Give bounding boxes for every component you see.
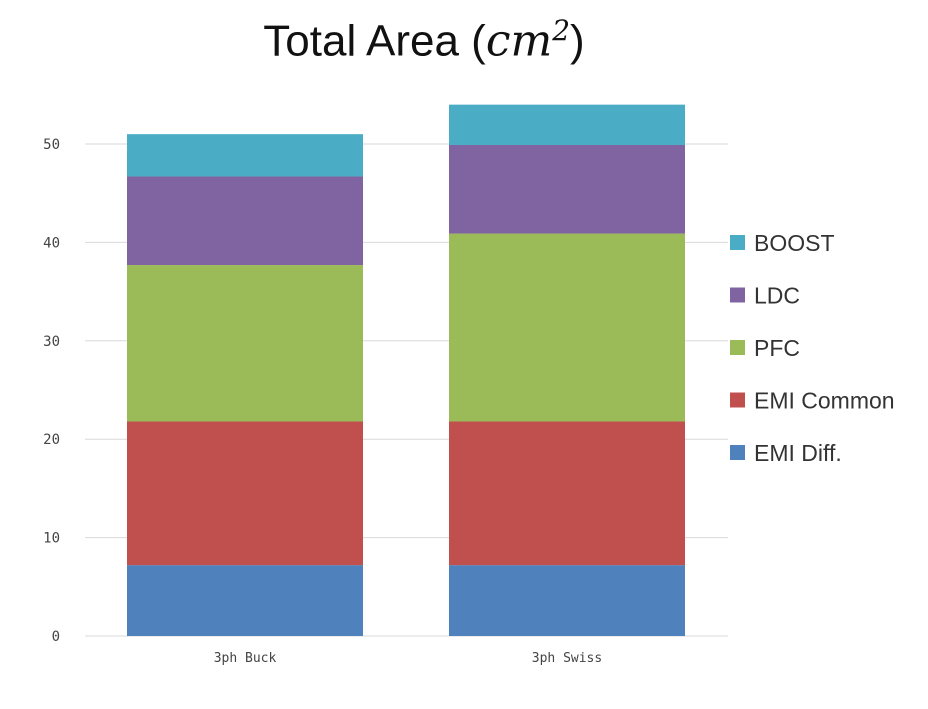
y-tick-label: 50 [43, 137, 60, 153]
bar-segment-emi-common [449, 421, 685, 566]
y-tick-label: 10 [43, 531, 60, 547]
legend-label: EMI Diff. [754, 440, 842, 466]
y-tick-label: 30 [43, 334, 60, 350]
axis-labels: 0 10 20 30 40 50 3ph Buck 3ph Swiss [43, 137, 602, 666]
x-category-label: 3ph Buck [214, 651, 277, 666]
legend-label: BOOST [754, 230, 835, 256]
x-category-label: 3ph Swiss [532, 651, 602, 666]
legend-label: EMI Common [754, 388, 895, 414]
legend-label: PFC [754, 335, 800, 361]
bar-segment-emi-diff [127, 565, 363, 636]
y-tick-label: 20 [43, 432, 60, 448]
chart-title-text: Total Area ( [263, 16, 486, 66]
bar-segment-emi-diff [449, 565, 685, 636]
legend: BOOST LDC PFC EMI Common EMI Diff. [730, 230, 895, 466]
legend-label: LDC [754, 283, 800, 309]
chart-title: Total Area (cm2) [0, 14, 848, 67]
chart-title-unit: cm [485, 15, 553, 67]
legend-swatch [730, 392, 745, 408]
bar-segment-ldc [449, 144, 685, 234]
bar-segment-ldc [127, 176, 363, 266]
y-tick-label: 0 [52, 629, 60, 645]
legend-swatch [730, 445, 745, 460]
chart-title-suffix: ) [570, 16, 585, 66]
chart-title-exponent: 2 [552, 14, 571, 47]
bars [127, 104, 685, 636]
bar-segment-pfc [127, 265, 363, 422]
legend-swatch [730, 235, 745, 250]
y-tick-label: 40 [43, 235, 60, 251]
legend-swatch [730, 287, 745, 303]
bar-segment-emi-common [127, 421, 363, 566]
bar-segment-boost [449, 104, 685, 145]
legend-swatch [730, 340, 745, 355]
bar-segment-boost [127, 134, 363, 177]
bar-segment-pfc [449, 233, 685, 422]
